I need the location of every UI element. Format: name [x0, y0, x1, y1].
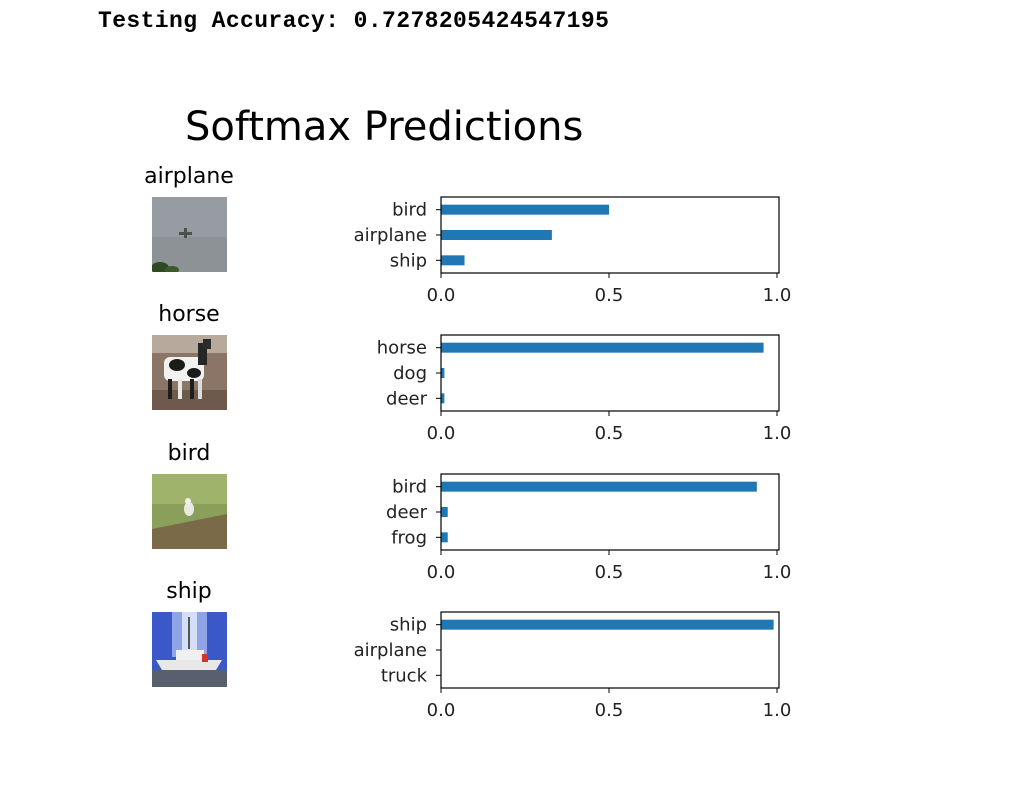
x-tick-label: 0.5 — [595, 700, 624, 721]
x-tick-label: 0.5 — [595, 285, 624, 306]
x-tick-label: 0.5 — [595, 562, 624, 583]
bar-deer — [441, 393, 445, 404]
x-tick-label: 1.0 — [763, 562, 792, 583]
y-tick-label: frog — [391, 527, 427, 548]
ship-thumbnail — [152, 612, 227, 687]
sample-label-airplane: airplane — [144, 164, 234, 189]
bird-thumbnail — [152, 474, 227, 549]
testing-accuracy-output: Testing Accuracy: 0.7278205424547195 — [98, 8, 610, 34]
y-tick-label: airplane — [354, 225, 427, 246]
x-tick-label: 0.0 — [427, 285, 456, 306]
axes-frame — [440, 334, 780, 412]
y-tick-label: deer — [386, 388, 428, 409]
bar-horse — [441, 342, 764, 353]
y-tick-label: dog — [393, 363, 427, 384]
y-tick-label: airplane — [354, 640, 427, 661]
y-tick-label: bird — [392, 200, 427, 221]
sample-label-ship: ship — [166, 579, 212, 604]
x-tick-label: 1.0 — [763, 423, 792, 444]
horse-thumbnail — [152, 335, 227, 410]
bar-bird — [441, 204, 609, 215]
bar-frog — [441, 532, 448, 543]
y-tick-label: bird — [392, 477, 427, 498]
x-tick-label: 0.0 — [427, 423, 456, 444]
x-tick-label: 0.0 — [427, 562, 456, 583]
y-tick-label: deer — [386, 502, 428, 523]
bar-airplane — [441, 230, 552, 240]
bar-ship — [441, 619, 774, 630]
x-tick-label: 0.5 — [595, 423, 624, 444]
bar-deer — [441, 507, 448, 517]
x-tick-label: 1.0 — [763, 285, 792, 306]
x-tick-label: 0.0 — [427, 700, 456, 721]
sample-label-bird: bird — [167, 441, 211, 466]
y-tick-label: horse — [377, 338, 427, 359]
y-tick-label: ship — [390, 250, 427, 271]
prediction-chart-4: ship airplane truck 0.0 0.5 1.0 — [354, 611, 792, 721]
airplane-thumbnail — [152, 197, 227, 272]
axes-frame — [440, 196, 780, 274]
x-tick-label: 1.0 — [763, 700, 792, 721]
figure-title: Softmax Predictions — [185, 104, 584, 150]
bar-ship — [441, 255, 465, 266]
prediction-chart-2: horse dog deer 0.0 0.5 1.0 — [377, 334, 792, 444]
bar-bird — [441, 481, 757, 492]
sample-label-horse: horse — [158, 302, 220, 327]
y-tick-label: ship — [390, 615, 427, 636]
y-tick-label: truck — [381, 665, 428, 686]
axes-frame — [440, 611, 780, 689]
bar-dog — [441, 368, 445, 378]
axes-frame — [440, 473, 780, 551]
